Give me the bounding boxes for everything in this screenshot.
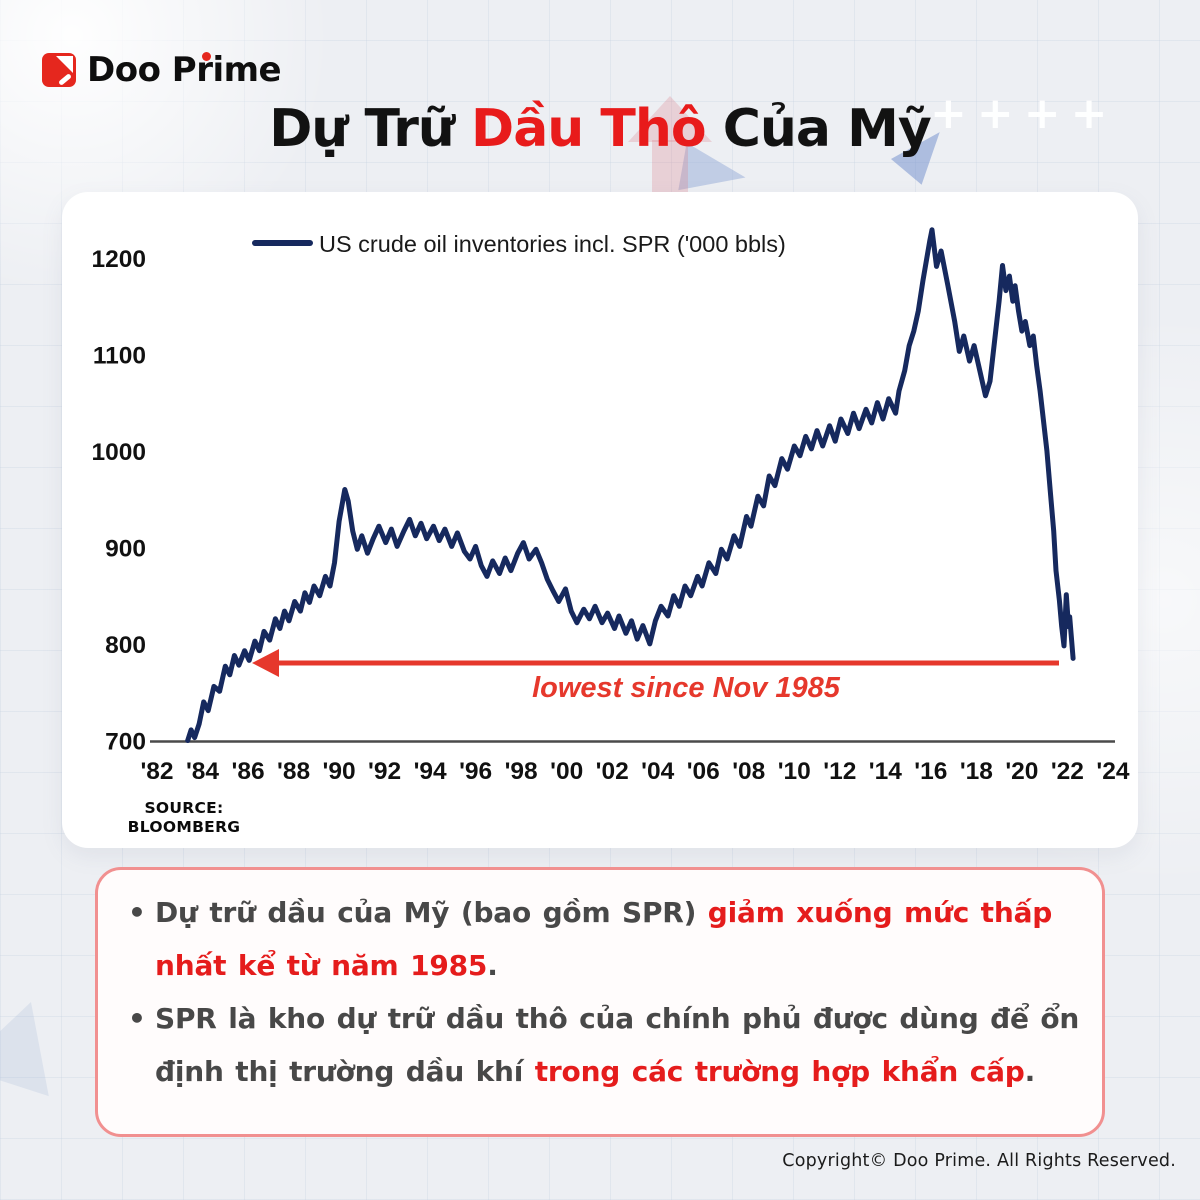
brand-name-text: Doo Prime (87, 50, 282, 90)
bullet-item: • Dự trữ dầu của Mỹ (bao gồm SPR) giảm x… (128, 886, 1084, 992)
y-tick-label: 1100 (93, 342, 146, 369)
y-tick-label: 1200 (91, 246, 146, 273)
text-segment: SPR là kho dự trữ dầu thô của chính phủ … (155, 1002, 1080, 1088)
x-tick-label: '04 (641, 758, 674, 785)
x-tick-label: '02 (596, 758, 629, 785)
x-tick-label: '16 (914, 758, 947, 785)
x-tick-label: '98 (505, 758, 538, 785)
plus-pattern-decor: ++++ (930, 88, 1118, 139)
brand-logo: Doo Prime (42, 50, 282, 90)
y-tick-label: 900 (105, 535, 146, 562)
y-tick-label: 800 (105, 632, 146, 659)
x-axis-tick-labels: '82 '84 '86 '88 '90 '92 '94 '96 '98 '00 '02 '04 '06 '… (140, 758, 1129, 785)
notes-box: • Dự trữ dầu của Mỹ (bao gồm SPR) giảm x… (95, 867, 1105, 1137)
page-title: Dự Trữ Dầu Thô Của Mỹ (0, 99, 1200, 160)
y-tick-label: 1000 (91, 439, 146, 466)
x-tick-label: '94 (414, 758, 447, 785)
x-tick-label: '20 (1005, 758, 1038, 785)
bullet-item: • SPR là kho dự trữ dầu thô của chính ph… (128, 992, 1084, 1098)
x-tick-label: '88 (277, 758, 310, 785)
bullet-marker: • (128, 896, 146, 929)
bullet-text: Dự trữ dầu của Mỹ (bao gồm SPR) giảm xuố… (155, 886, 1052, 992)
text-segment: trong các trường hợp khẩn cấp (534, 1055, 1025, 1088)
inventory-line-chart: 700 800 900 1000 1100 1200 '82 '84 '86 '88 '90 '92… (91, 227, 1130, 785)
x-tick-label: '08 (732, 758, 765, 785)
text-segment: giảm xuống mức thấp nhất kể từ năm 1985 (155, 896, 1053, 982)
source-label-line1: SOURCE: (144, 799, 224, 817)
x-tick-label: '86 (232, 758, 265, 785)
x-tick-label: '82 (140, 758, 173, 785)
inventory-series-line (185, 227, 1076, 743)
y-axis-tick-labels: 700 800 900 1000 1100 1200 (91, 246, 146, 756)
text-segment: . (1024, 1055, 1036, 1088)
bullet-marker: • (128, 1002, 146, 1035)
legend-label: US crude oil inventories incl. SPR ('000… (319, 231, 786, 257)
y-tick-label: 700 (105, 729, 146, 756)
chart-card: 700 800 900 1000 1100 1200 '82 '84 '86 '88 '90 '92… (62, 192, 1138, 848)
copyright-text: Copyright© Doo Prime. All Rights Reserve… (782, 1151, 1176, 1171)
x-tick-label: '06 (687, 758, 720, 785)
x-tick-label: '00 (550, 758, 583, 785)
x-tick-label: '90 (323, 758, 356, 785)
text-segment: Dự Trữ (269, 99, 472, 159)
lowest-arrow-head-icon (252, 649, 279, 677)
x-tick-label: '24 (1096, 758, 1129, 785)
x-tick-label: '18 (960, 758, 993, 785)
text-segment: Dự trữ dầu của Mỹ (bao gồm SPR) (155, 896, 708, 929)
source-label: SOURCE: BLOOMBERG (121, 799, 247, 838)
doo-prime-logo-icon (42, 53, 76, 87)
x-tick-label: '96 (459, 758, 492, 785)
text-segment: . (487, 949, 498, 982)
x-tick-label: '14 (869, 758, 902, 785)
brand-name: Doo Prime (87, 50, 282, 90)
x-tick-label: '22 (1051, 758, 1084, 785)
lowest-annotation: lowest since Nov 1985 (532, 672, 841, 704)
x-tick-label: '92 (368, 758, 401, 785)
x-tick-label: '12 (823, 758, 856, 785)
x-tick-label: '84 (186, 758, 219, 785)
source-label-line2: BLOOMBERG (127, 818, 241, 837)
text-segment: Dầu Thô (471, 99, 707, 159)
logo-i-dot (202, 52, 211, 61)
text-segment: Của Mỹ (705, 99, 932, 159)
logo-dash-shape (58, 73, 72, 86)
x-tick-label: '10 (778, 758, 811, 785)
pink-arrow-watermark-icon (628, 96, 712, 142)
pink-arrow-watermark-stem (652, 140, 688, 192)
logo-flag-shape (56, 56, 73, 73)
bullet-text: SPR là kho dự trữ dầu thô của chính phủ … (155, 992, 1079, 1098)
